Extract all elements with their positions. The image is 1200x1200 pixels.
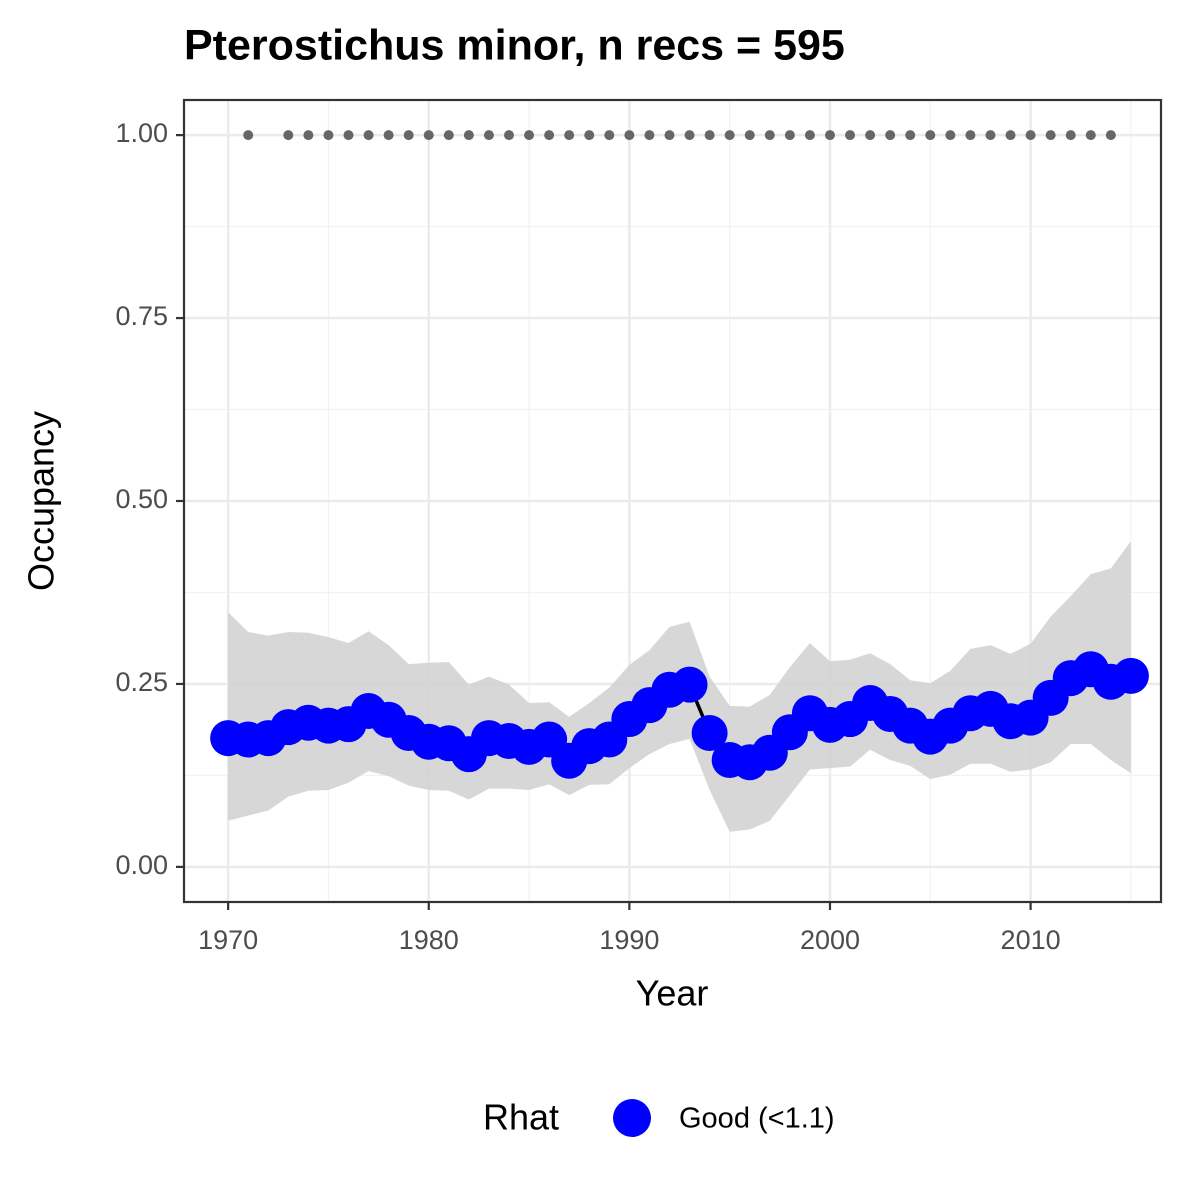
record-point xyxy=(403,130,414,141)
y-tick-label: 0.25 xyxy=(115,667,168,697)
record-point xyxy=(1005,130,1016,141)
record-point xyxy=(243,130,254,141)
y-tick-label: 0.50 xyxy=(115,484,168,514)
legend-title: Rhat xyxy=(483,1097,559,1138)
record-point xyxy=(423,130,434,141)
x-tick-label: 2000 xyxy=(800,925,860,955)
legend-symbol xyxy=(613,1099,651,1137)
record-point xyxy=(744,130,755,141)
record-point xyxy=(1025,130,1036,141)
y-tick-label: 0.00 xyxy=(115,850,168,880)
record-point xyxy=(804,130,815,141)
record-point xyxy=(644,130,655,141)
record-point xyxy=(443,130,454,141)
record-point xyxy=(764,130,775,141)
y-axis-title: Occupancy xyxy=(21,411,62,591)
record-point xyxy=(383,130,394,141)
legend-label: Good (<1.1) xyxy=(679,1103,835,1135)
record-point xyxy=(824,130,835,141)
record-point xyxy=(483,130,494,141)
record-point xyxy=(1105,130,1116,141)
record-point xyxy=(564,130,575,141)
y-tick-label: 0.75 xyxy=(115,301,168,331)
x-tick-label: 2010 xyxy=(1001,925,1061,955)
record-point xyxy=(463,130,474,141)
record-point xyxy=(604,130,615,141)
record-point xyxy=(784,130,795,141)
record-point xyxy=(343,130,354,141)
x-tick-label: 1990 xyxy=(599,925,659,955)
record-point xyxy=(503,130,514,141)
record-point xyxy=(1085,130,1096,141)
record-point xyxy=(1045,130,1056,141)
record-point xyxy=(945,130,956,141)
record-point xyxy=(524,130,535,141)
record-point xyxy=(283,130,294,141)
record-point xyxy=(624,130,635,141)
record-point xyxy=(584,130,595,141)
record-point xyxy=(724,130,735,141)
record-point xyxy=(905,130,916,141)
record-point xyxy=(925,130,936,141)
record-point xyxy=(985,130,996,141)
chart-title: Pterostichus minor, n recs = 595 xyxy=(184,21,845,69)
record-point xyxy=(885,130,896,141)
record-point xyxy=(704,130,715,141)
x-axis-title: Year xyxy=(636,973,709,1014)
record-point xyxy=(664,130,675,141)
y-tick-label: 1.00 xyxy=(115,118,168,148)
record-point xyxy=(1065,130,1076,141)
record-point xyxy=(544,130,555,141)
record-point xyxy=(965,130,976,141)
data-point xyxy=(671,666,708,703)
x-tick-label: 1980 xyxy=(399,925,459,955)
record-point xyxy=(684,130,695,141)
record-point xyxy=(865,130,876,141)
record-point xyxy=(303,130,314,141)
record-point xyxy=(323,130,334,141)
record-point xyxy=(363,130,374,141)
x-tick-label: 1970 xyxy=(198,925,258,955)
record-point xyxy=(845,130,856,141)
data-point xyxy=(691,714,728,751)
data-point xyxy=(1112,657,1149,694)
